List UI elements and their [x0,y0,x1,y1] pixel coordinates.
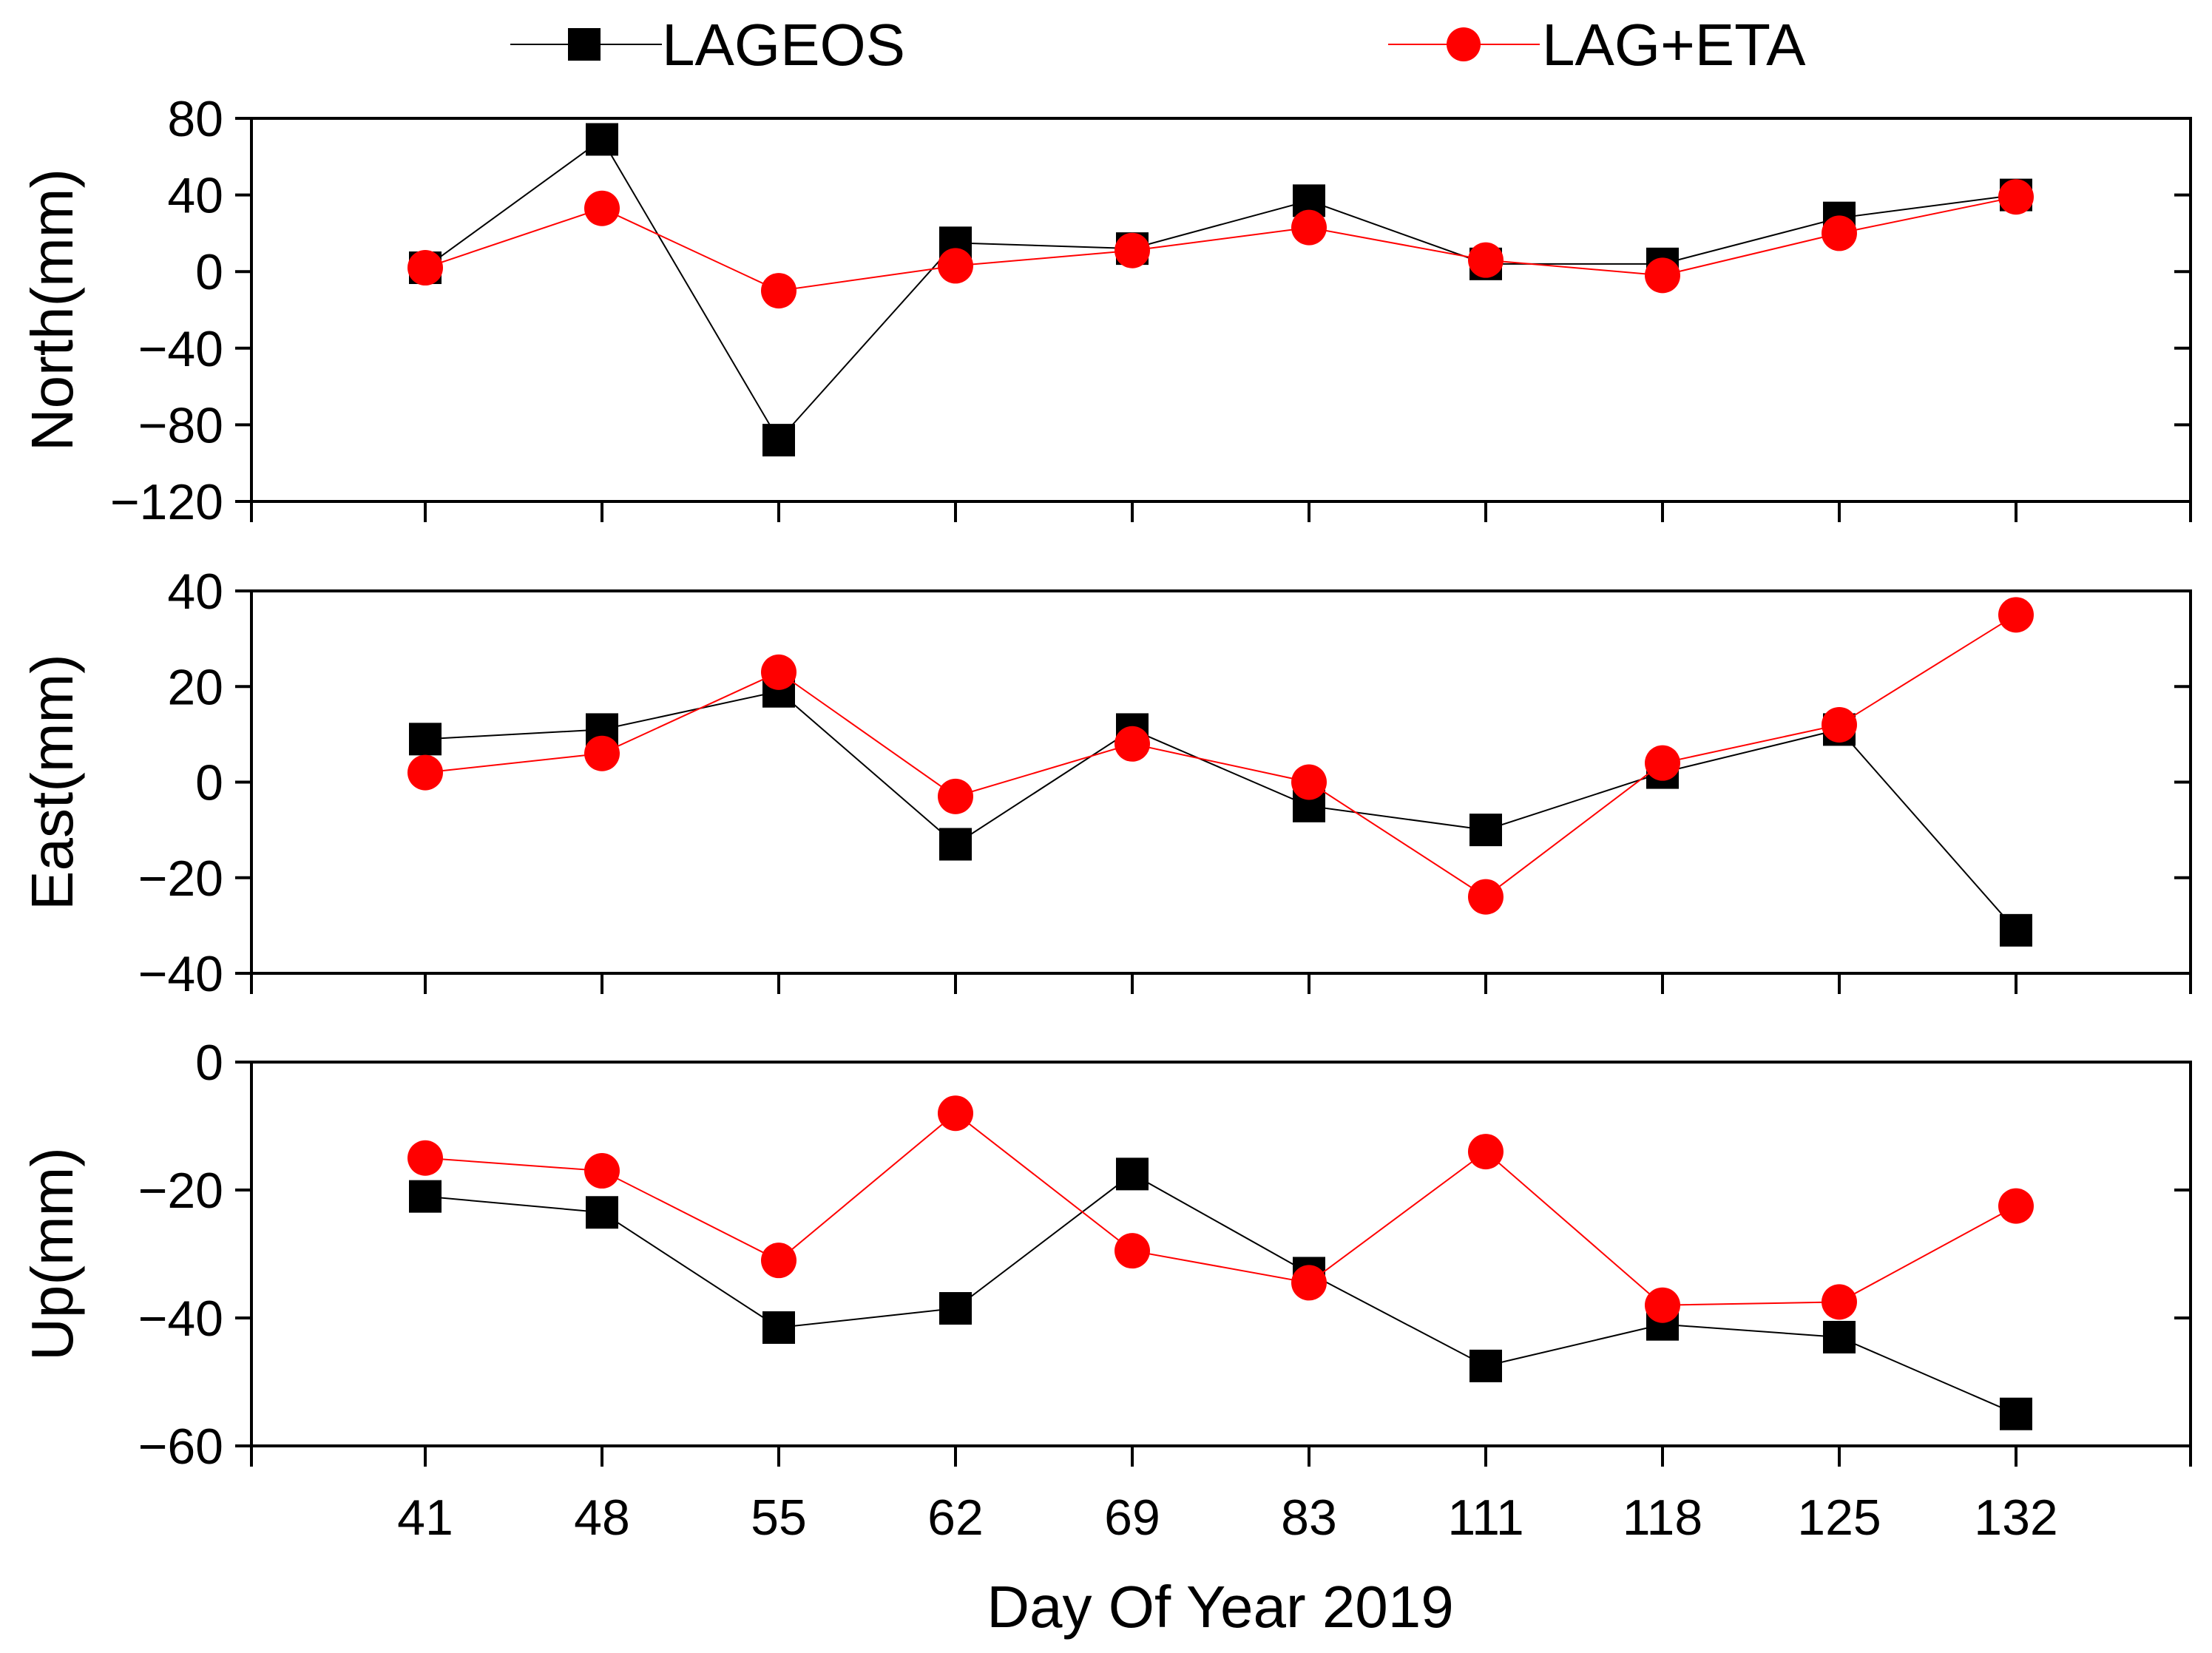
series-lageos [409,1157,2032,1430]
data-point [938,1095,973,1132]
y-tick-label: −40 [138,1291,223,1347]
data-point [1822,215,1857,251]
data-point [586,1196,618,1229]
data-point [2000,913,2032,947]
panel-2: 0 −20 −40 −60 Up(mm) 41 48 55 62 69 83 111 118 125 132 [19,1035,2192,1546]
data-point [586,123,618,156]
series-lag-eta [407,179,2034,309]
data-point [407,250,443,286]
y-tick-label: −60 [138,1419,223,1475]
series-lag-eta [407,1095,2034,1323]
y-tick-label: 0 [195,1035,223,1091]
data-point [1468,879,1504,915]
y-tick-label: −120 [110,474,223,530]
data-point [1998,597,2034,633]
series-lageos [409,123,2032,457]
data-point [1645,257,1680,294]
y-axis-title: Up(mm) [19,1147,85,1361]
data-point [1115,1233,1150,1269]
chart-panels: 80 40 0 −40 −80 −120 North(mm) 40 20 0 −20 −40 East(… [19,91,2192,1546]
data-point [938,248,973,284]
y-tick-label: 0 [195,244,223,300]
series-line [425,1173,2017,1415]
y-tick-label: −80 [138,397,223,453]
x-tick-label: 125 [1797,1490,1881,1546]
data-point [761,654,796,690]
series-line [425,1112,2017,1306]
data-point [407,754,443,791]
data-point [762,1311,795,1344]
data-point [409,723,442,756]
legend-label-lag-eta: LAG+ETA [1542,12,1806,78]
data-point [1822,1284,1857,1320]
x-tick-label: 132 [1974,1490,2057,1546]
data-point [409,1180,442,1213]
x-axis-title: Day Of Year 2019 [987,1574,1454,1640]
data-point [939,828,972,861]
data-point [1115,232,1150,268]
series-lageos [409,675,2032,947]
legend-label-lageos: LAGEOS [662,12,905,78]
x-tick-label: 55 [751,1490,807,1546]
y-axis-title: East(mm) [19,654,85,910]
x-tick-label: 69 [1104,1490,1160,1546]
y-tick-label: −20 [138,851,223,907]
y-tick-label: −40 [138,321,223,377]
x-tick-label: 118 [1623,1490,1702,1546]
series-line [425,690,2017,931]
data-point [584,735,620,771]
y-tick-label: 80 [167,91,223,147]
data-point [1469,1349,1502,1382]
data-point [1823,1320,1856,1353]
data-point [761,1243,796,1279]
series-line [425,138,2017,442]
x-tick-label: 62 [927,1490,984,1546]
series-lag-eta [407,597,2034,915]
data-point [1291,764,1327,800]
data-point [1645,745,1680,781]
panel-0: 80 40 0 −40 −80 −120 North(mm) [19,91,2192,530]
data-point [407,1140,443,1176]
data-point [1998,1188,2034,1224]
y-tick-label: 40 [167,168,223,224]
plot-frame [250,117,2192,503]
x-tick-label: 48 [574,1490,630,1546]
data-point [1115,726,1150,762]
legend-marker-lag-eta [1447,27,1481,61]
data-point [2000,1397,2032,1430]
data-point [1998,179,2034,215]
series-line [425,614,2017,898]
data-point [1468,1134,1504,1170]
data-point [584,1153,620,1189]
x-tick-label: 41 [397,1490,453,1546]
data-point [762,424,795,457]
data-point [761,273,796,309]
x-tick-label: 83 [1281,1490,1337,1546]
data-point [1469,814,1502,847]
panel-1: 40 20 0 −20 −40 East(mm) [19,564,2192,1002]
data-point [584,190,620,226]
data-point [1822,706,1857,743]
x-tick-label: 111 [1447,1490,1523,1546]
y-tick-label: −20 [138,1163,223,1219]
legend-marker-lageos [568,28,601,61]
data-point [1116,1157,1149,1191]
data-point [1291,1265,1327,1301]
y-tick-label: 0 [195,755,223,811]
data-point [1468,242,1504,278]
plot-frame [250,1061,2192,1447]
plot-frame [250,589,2192,975]
series-line [425,196,2017,292]
data-point [1291,209,1327,246]
y-tick-label: −40 [138,946,223,1002]
y-axis-title: North(mm) [19,169,85,451]
y-tick-label: 20 [167,659,223,715]
data-point [938,778,973,814]
data-point [939,1292,972,1325]
data-point [1645,1287,1680,1323]
legend: LAGEOS LAG+ETA [510,12,1806,78]
y-tick-label: 40 [167,564,223,620]
